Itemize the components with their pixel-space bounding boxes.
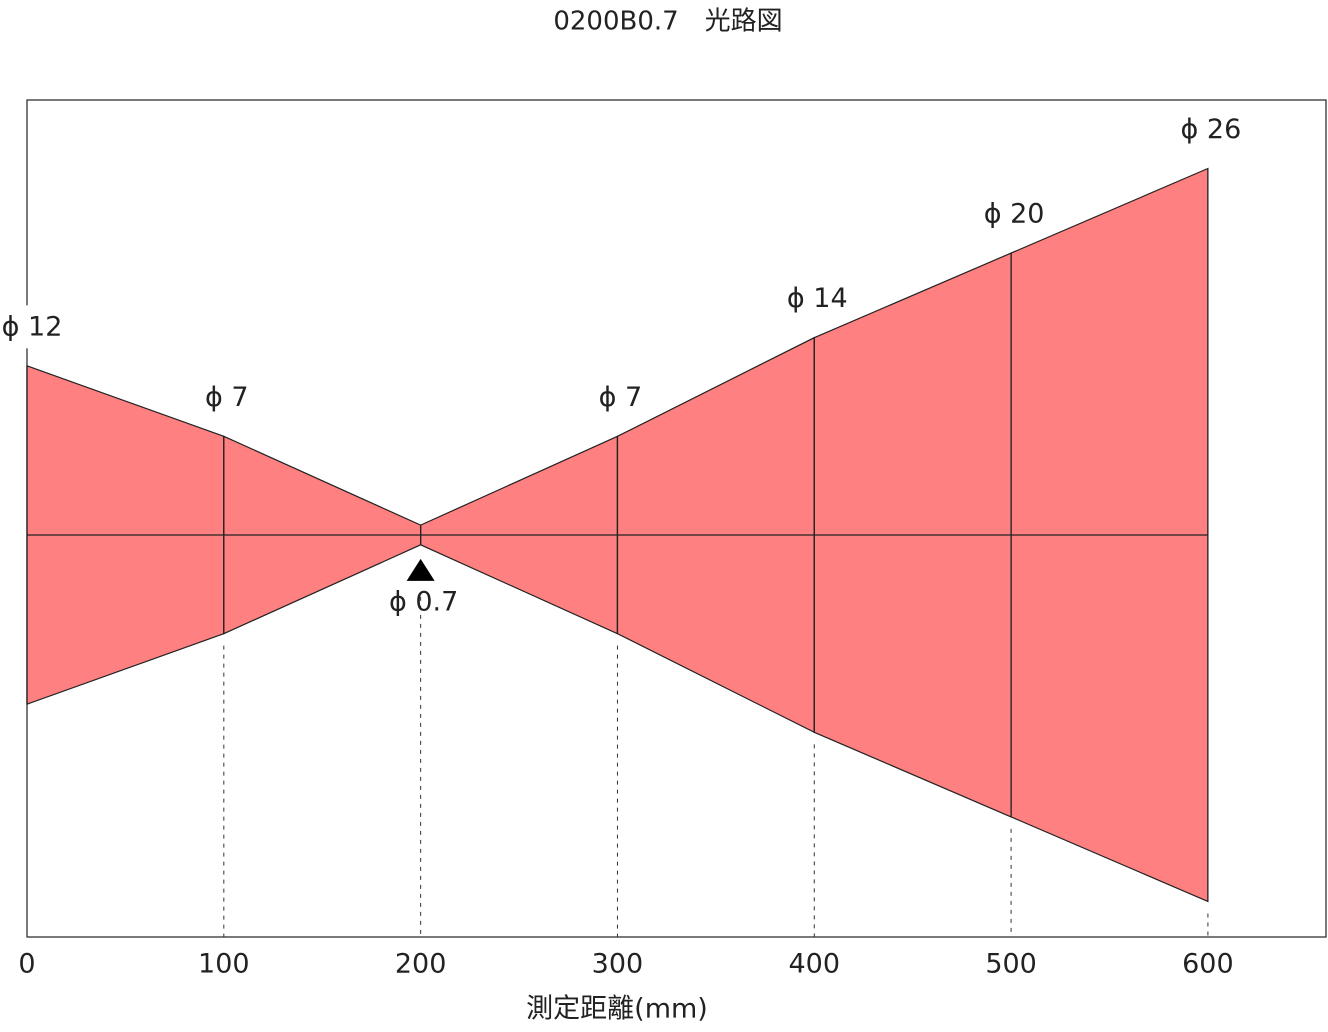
diameter-label: ϕ 7 [205,382,249,413]
x-axis-label: 測定距離(mm) [526,994,708,1025]
x-tick-label: 0 [18,949,35,980]
label-backdrop [0,305,67,349]
x-tick-label: 400 [788,949,840,980]
chart-title: 0200B0.7 光路図 [553,7,782,37]
x-tick-label: 100 [198,949,250,980]
x-tick-label: 500 [985,949,1037,980]
focus-marker [406,558,435,581]
x-tick-label: 200 [395,949,447,980]
diameter-label: ϕ 14 [787,283,848,314]
diameter-label: ϕ 0.7 [389,586,458,617]
x-tick-label: 300 [592,949,644,980]
x-tick-label: 600 [1182,949,1234,980]
diameter-label: ϕ 26 [1181,114,1242,145]
diameter-label: ϕ 7 [599,382,643,413]
diameter-label: ϕ 20 [984,199,1045,230]
diameter-label: ϕ 12 [2,311,63,342]
